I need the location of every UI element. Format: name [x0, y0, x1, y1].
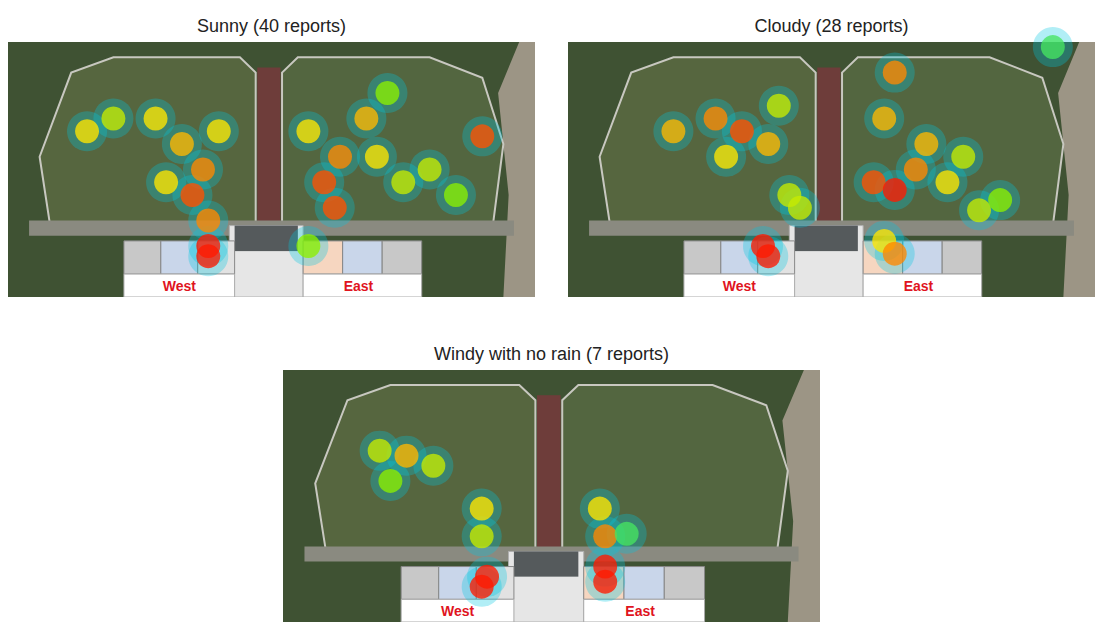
svg-text:East: East [625, 603, 655, 619]
svg-text:West: West [723, 278, 757, 294]
svg-text:West: West [163, 278, 197, 294]
svg-text:West: West [441, 603, 475, 619]
svg-text:Sunny (40 reports): Sunny (40 reports) [197, 16, 346, 36]
svg-text:Windy with no rain (7 reports): Windy with no rain (7 reports) [434, 344, 669, 364]
svg-text:Cloudy (28 reports): Cloudy (28 reports) [754, 16, 908, 36]
svg-text:East: East [344, 278, 374, 294]
svg-text:East: East [904, 278, 934, 294]
